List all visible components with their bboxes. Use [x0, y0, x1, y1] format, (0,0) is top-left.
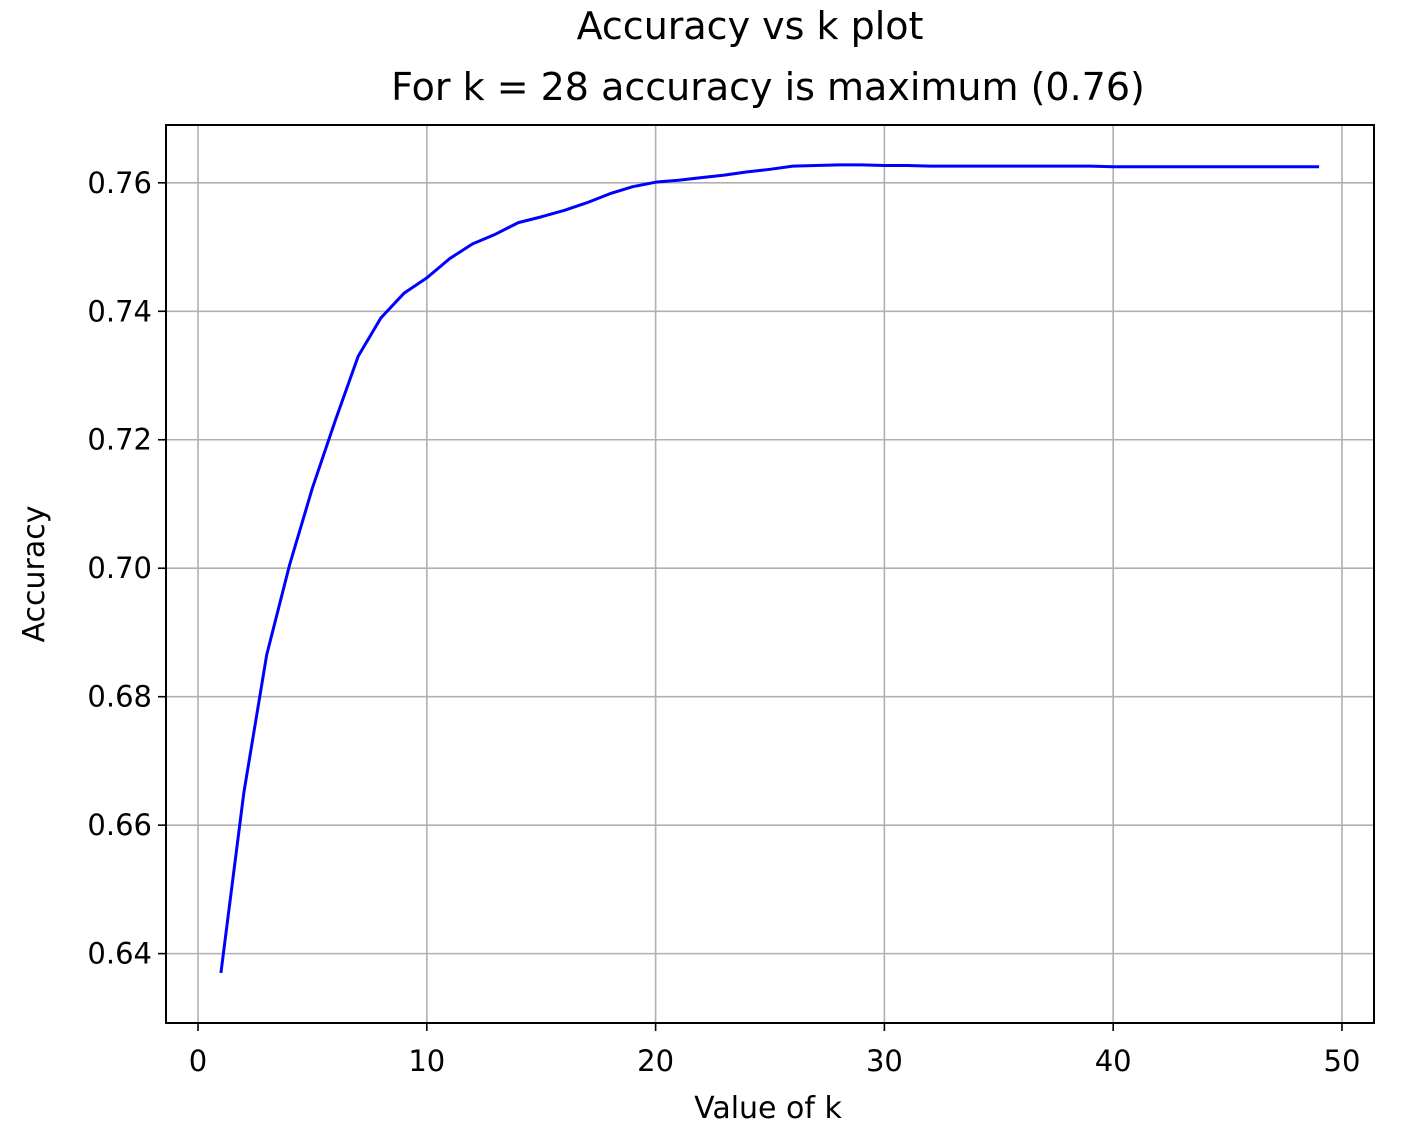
chart-subtitle: For k = 28 accuracy is maximum (0.76): [391, 65, 1145, 109]
x-tick-label: 50: [1324, 1044, 1361, 1078]
y-tick-label: 0.72: [87, 423, 152, 457]
x-tick-label: 10: [408, 1044, 445, 1078]
y-tick-label: 0.74: [87, 294, 152, 328]
plot-frame: [165, 124, 1375, 1024]
axis-ticks: 0 10 20 30 40 50 0.64 0.66 0.68 0.70 0.72 0.74 0.76: [87, 166, 1360, 1078]
x-axis-label: Value of k: [694, 1091, 842, 1126]
y-axis-label: Accuracy: [17, 506, 52, 643]
accuracy-line: [219, 163, 1320, 974]
y-tick-label: 0.66: [87, 808, 152, 842]
chart-title: Accuracy vs k plot: [577, 4, 924, 48]
x-tick-label: 30: [866, 1044, 903, 1078]
y-tick-label: 0.64: [87, 937, 152, 971]
y-tick-label: 0.68: [87, 680, 152, 714]
y-tick-label: 0.76: [87, 166, 152, 200]
x-tick-label: 40: [1095, 1044, 1132, 1078]
y-tick-label: 0.70: [87, 551, 152, 585]
x-tick-label: 0: [189, 1044, 207, 1078]
grid-lines: [166, 125, 1374, 1023]
x-tick-label: 20: [637, 1044, 674, 1078]
